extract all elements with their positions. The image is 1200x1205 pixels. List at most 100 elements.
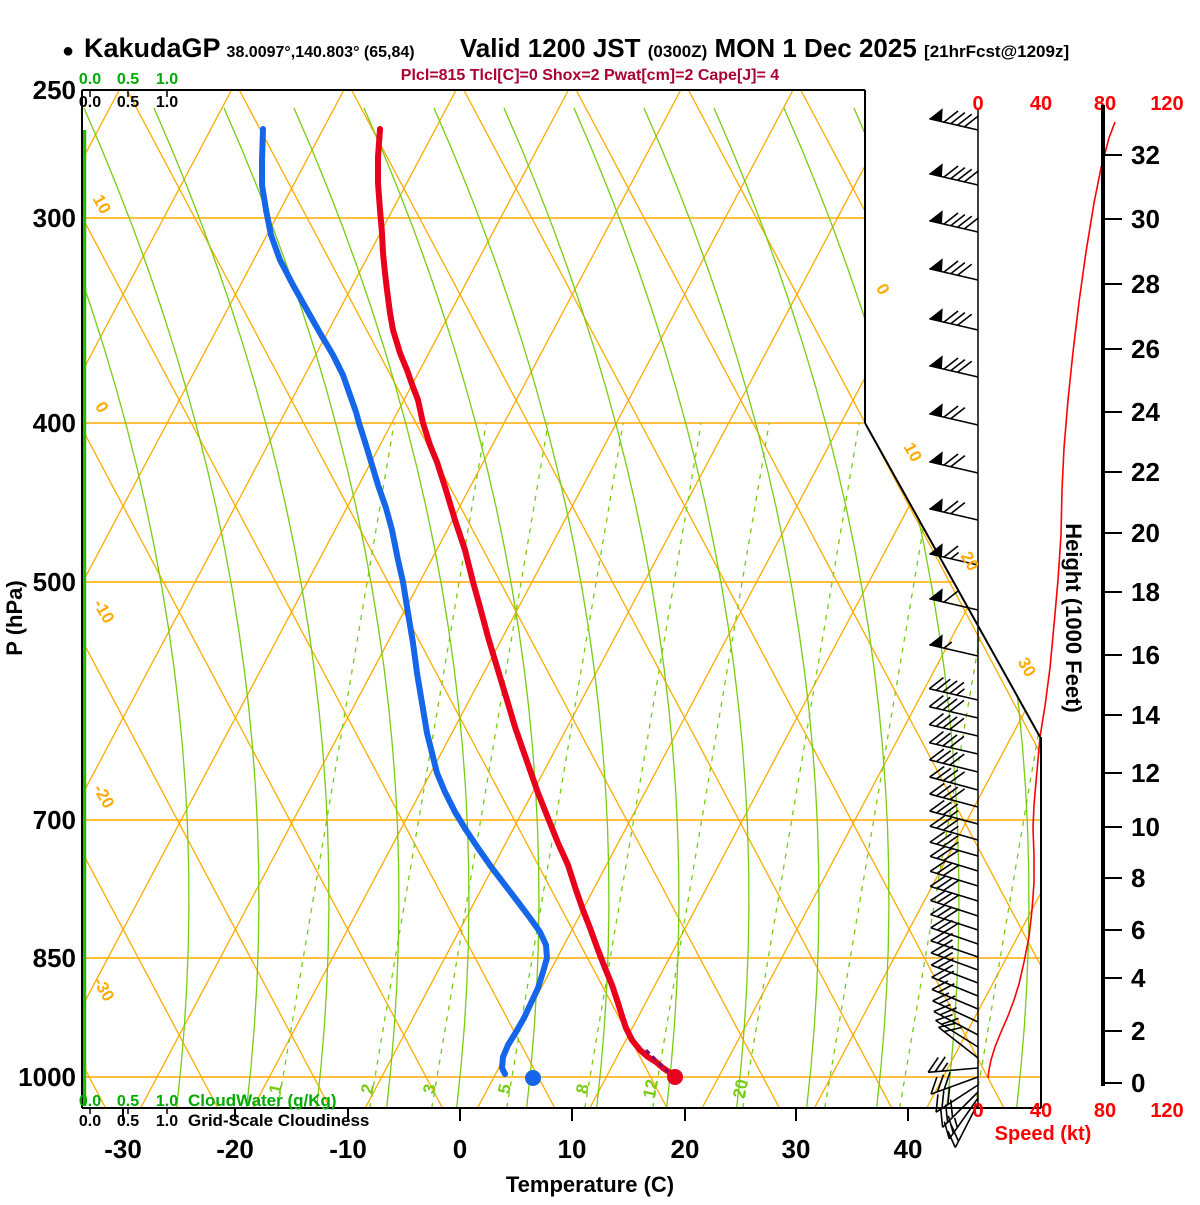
barb-full — [950, 111, 966, 125]
barb-full — [937, 945, 954, 956]
barb-full — [932, 992, 950, 1002]
barb-staff — [938, 1026, 979, 1059]
temperature-tick-label: -30 — [104, 1134, 142, 1164]
height-tick-label: 24 — [1131, 397, 1160, 427]
mixing-ratio-value-label: 1 — [265, 1082, 286, 1095]
barb-staff — [929, 793, 979, 808]
barb-staff — [929, 810, 979, 825]
station-bullet-icon: ● — [62, 40, 74, 62]
dry-adiabat-line — [82, 90, 219, 1108]
pressure-tick-label: 500 — [33, 567, 76, 597]
temperature-curve — [375, 126, 677, 1079]
wind-barb — [930, 1072, 979, 1095]
barb-full — [936, 833, 952, 845]
barb-full — [943, 212, 959, 225]
wind-barb — [929, 815, 979, 841]
barb-staff — [929, 776, 979, 791]
barb-full — [950, 261, 966, 275]
wind-barb — [929, 831, 979, 857]
barb-full — [957, 313, 973, 326]
dry-adiabat-line — [82, 90, 556, 1108]
speed-tick-label-bottom: 40 — [1030, 1100, 1052, 1122]
wind-barb — [928, 713, 979, 737]
barb-full — [943, 1121, 951, 1140]
mixing-ratio-line — [824, 422, 942, 1108]
barb-full — [949, 681, 965, 695]
barb-full — [929, 845, 946, 858]
wind-barb — [929, 451, 979, 474]
isotherm-line — [701, 90, 1041, 1108]
isotherm-value-label: 20 — [957, 548, 983, 574]
temperature-tick-label: 40 — [894, 1134, 923, 1164]
cloudiness-scale-bottom-label: 0.0 — [79, 1113, 101, 1130]
barb-staff — [929, 267, 979, 281]
barb-full — [957, 263, 973, 276]
wind-barb — [930, 930, 979, 958]
barb-full — [943, 165, 959, 178]
barb-full — [928, 677, 944, 690]
height-tick-label: 32 — [1131, 140, 1160, 170]
height-tick-label: 16 — [1131, 640, 1160, 670]
background-grid — [82, 90, 1041, 1108]
barb-full — [929, 748, 945, 761]
wind-barb — [947, 1102, 979, 1148]
barb-full — [939, 1109, 944, 1128]
barb-full — [929, 782, 945, 795]
barb-full — [929, 765, 945, 778]
wind-barb — [929, 403, 979, 426]
wind-barb — [929, 845, 979, 872]
moist-adiabat-line — [713, 107, 890, 1108]
dry-adiabat-line — [350, 90, 893, 1108]
barb-flag — [929, 588, 943, 602]
barb-staff — [942, 1091, 979, 1128]
height-tick-label: 2 — [1131, 1016, 1145, 1046]
barb-full — [942, 751, 958, 764]
speed-axis-title: Speed (kt) — [995, 1123, 1092, 1145]
wind-barb — [930, 955, 979, 984]
height-tick-label: 30 — [1131, 204, 1160, 234]
wind-barb — [927, 1056, 979, 1074]
barb-full — [943, 545, 959, 558]
sounding-params: Plcl=815 Tlcl[C]=0 Shox=2 Pwat[cm]=2 Cap… — [401, 67, 779, 84]
moist-adiabat-line — [153, 107, 330, 1108]
barb-full — [935, 1013, 953, 1022]
barb-full — [936, 817, 952, 829]
isotherm-line — [140, 90, 682, 1108]
barb-full — [942, 835, 959, 847]
pressure-axis-title: P (hPa) — [2, 580, 27, 655]
barb-half — [950, 551, 960, 560]
mixing-ratio-line — [652, 422, 770, 1108]
barb-staff — [929, 885, 979, 902]
wind-barb — [930, 942, 979, 971]
barb-full — [930, 942, 947, 954]
height-tick-label: 10 — [1131, 812, 1160, 842]
barb-full — [957, 168, 973, 181]
cloudwater-scale-top-label: 0.0 — [79, 71, 101, 88]
barb-full — [934, 1056, 946, 1073]
barb-full — [936, 1074, 945, 1092]
dry-adiabat-line — [238, 90, 780, 1108]
barb-full — [936, 892, 953, 904]
barb-full — [930, 1076, 938, 1095]
speed-tick-label-bottom: 0 — [972, 1100, 983, 1122]
temperature-tick-label: 10 — [558, 1134, 587, 1164]
height-tick-label: 8 — [1131, 863, 1145, 893]
barb-full — [938, 995, 956, 1005]
barb-staff — [929, 364, 979, 378]
barb-full — [942, 803, 959, 816]
barb-full — [930, 917, 947, 929]
cloudwater-scale-bottom-label: 1.0 — [156, 1093, 178, 1110]
barb-full — [935, 696, 951, 709]
barb-full — [942, 786, 959, 799]
isotherm-value-label: 30 — [1014, 654, 1040, 680]
barb-full — [950, 501, 966, 515]
speed-tick-label-bottom: 80 — [1094, 1100, 1116, 1122]
barb-full — [942, 698, 958, 711]
barb-full — [950, 1124, 960, 1142]
barb-staff — [930, 926, 979, 945]
speed-tick-label-top: 0 — [972, 93, 983, 115]
barb-full — [943, 894, 960, 906]
wind-barb — [935, 1013, 979, 1048]
